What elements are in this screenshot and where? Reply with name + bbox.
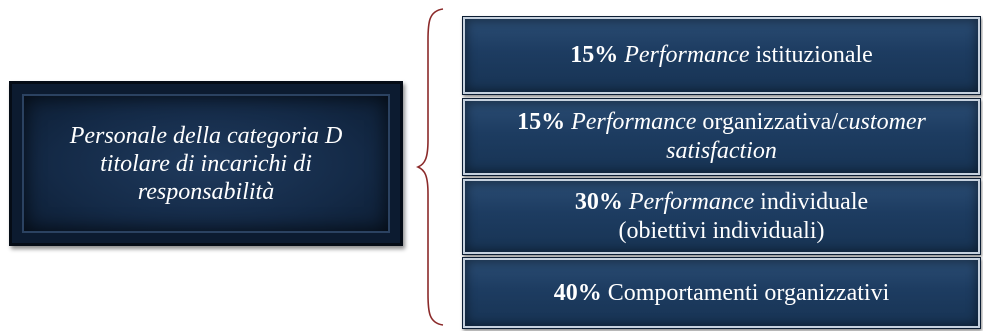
component-box-1: 15% Performance istituzionale xyxy=(462,16,981,95)
component-percent-1: 15% xyxy=(570,42,619,68)
component-text-4: 40% Comportamenti organizzativi xyxy=(554,279,889,308)
component-text-2: 15% Performance organizzativa/customer s… xyxy=(473,108,970,166)
category-line-2: titolare di incarichi di xyxy=(100,150,312,177)
component-part: Performance xyxy=(571,109,697,135)
component-part: Performance xyxy=(624,42,750,68)
component-part: Performance xyxy=(628,188,755,215)
category-box: Personale della categoria D titolare di … xyxy=(9,81,403,246)
category-line-1: Personale della categoria D xyxy=(69,122,343,149)
component-text-3: 30% Performance individuale (obiettivi in… xyxy=(575,188,868,246)
curly-brace-icon xyxy=(416,8,444,326)
component-percent-2: 15% xyxy=(517,109,566,135)
category-line-3: responsabilità xyxy=(137,178,275,205)
component-part: Comportamenti organizzativi xyxy=(607,279,890,306)
component-box-3: 30% Performance individuale (obiettivi in… xyxy=(462,178,981,255)
component-percent-4: 40% xyxy=(553,279,602,306)
component-part: istituzionale xyxy=(749,42,873,68)
component-text-1: 15% Performance istituzionale xyxy=(570,41,873,70)
component-part: (obiettivi individuali) xyxy=(618,217,825,244)
component-part: individuale xyxy=(754,188,869,215)
component-part: customer satisfaction xyxy=(666,109,926,164)
component-box-2: 15% Performance organizzativa/customer s… xyxy=(462,98,981,176)
component-box-4: 40% Comportamenti organizzativi xyxy=(462,257,981,329)
component-part: organizzativa/ xyxy=(696,109,838,135)
component-percent-3: 30% xyxy=(574,188,623,215)
